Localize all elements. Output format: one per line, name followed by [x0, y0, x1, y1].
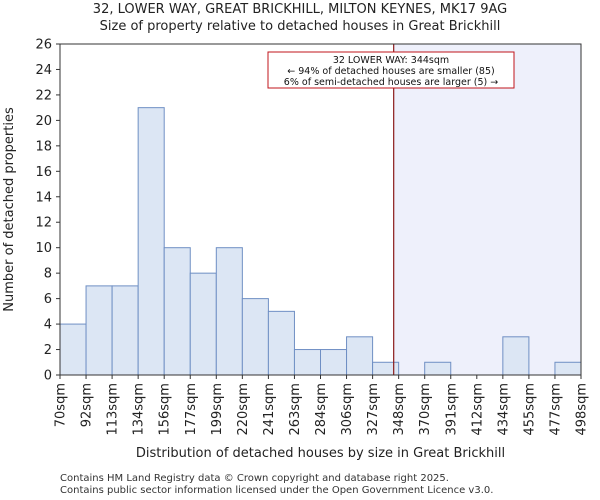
footer-copyright: Contains HM Land Registry data © Crown c…: [60, 473, 449, 484]
y-tick-label: 0: [44, 369, 52, 384]
x-tick-label: 220sqm: [236, 383, 251, 436]
histogram-bar: [111, 285, 139, 376]
x-tick-label: 134sqm: [132, 383, 147, 436]
y-tick-label: 26: [35, 38, 52, 53]
y-tick-label: 10: [35, 241, 52, 256]
y-tick-label: 22: [35, 88, 52, 103]
histogram-bar: [320, 349, 348, 376]
histogram-bar: [372, 361, 400, 376]
x-tick-label: 306sqm: [340, 383, 355, 436]
y-tick-label: 18: [35, 139, 52, 154]
histogram-bar: [424, 361, 452, 376]
chart-subtitle: Size of property relative to detached ho…: [99, 19, 501, 34]
histogram-bar: [554, 361, 582, 376]
histogram-bar: [241, 298, 269, 376]
x-tick-label: 241sqm: [262, 383, 277, 436]
x-axis-label: Distribution of detached houses by size …: [136, 446, 505, 461]
annotation-line-1: 32 LOWER WAY: 344sqm: [333, 55, 449, 66]
y-tick-label: 14: [35, 190, 52, 205]
y-axis-label: Number of detached properties: [2, 107, 17, 312]
x-tick-label: 92sqm: [80, 383, 95, 427]
histogram-bar: [215, 247, 243, 376]
histogram-bar: [502, 336, 530, 376]
histogram-bar: [85, 285, 113, 376]
histogram-bar: [346, 336, 374, 376]
y-tick-label: 8: [44, 267, 52, 282]
x-tick-label: 391sqm: [444, 383, 459, 436]
y-tick-label: 2: [44, 343, 52, 358]
marker-shaded-region: [393, 44, 581, 375]
histogram-bar: [267, 310, 295, 376]
x-tick-label: 434sqm: [496, 383, 511, 436]
annotation-box: [267, 51, 515, 89]
x-tick-label: 412sqm: [470, 383, 485, 436]
histogram-bar: [59, 323, 87, 376]
x-tick-label: 327sqm: [366, 383, 381, 436]
x-tick-label: 498sqm: [575, 383, 590, 436]
chart-title: 32, LOWER WAY, GREAT BRICKHILL, MILTON K…: [92, 2, 508, 17]
histogram-bar: [163, 247, 191, 376]
x-tick-label: 263sqm: [288, 383, 303, 436]
y-tick-label: 16: [35, 165, 52, 180]
histogram-bar: [293, 349, 322, 376]
y-tick-label: 4: [44, 318, 52, 333]
x-tick-label: 113sqm: [106, 383, 121, 436]
x-tick-label: 70sqm: [54, 383, 69, 427]
x-tick-label: 370sqm: [418, 383, 433, 436]
x-tick-label: 199sqm: [210, 383, 225, 436]
y-tick-label: 24: [35, 63, 52, 78]
histogram-bar: [137, 107, 165, 376]
x-tick-label: 348sqm: [392, 383, 407, 436]
y-tick-label: 12: [35, 216, 52, 231]
footer-licence: Contains public sector information licen…: [60, 485, 494, 496]
annotation-line-3: 6% of semi-detached houses are larger (5…: [284, 77, 498, 88]
y-tick-label: 6: [44, 292, 52, 307]
x-tick-label: 455sqm: [522, 383, 537, 436]
x-tick-label: 284sqm: [314, 383, 329, 436]
annotation-line-2: ← 94% of detached houses are smaller (85…: [287, 66, 494, 77]
x-tick-label: 477sqm: [548, 383, 563, 436]
x-tick-label: 156sqm: [158, 383, 173, 436]
y-tick-label: 20: [35, 114, 52, 129]
histogram-bar: [189, 272, 217, 376]
x-tick-label: 177sqm: [184, 383, 199, 436]
